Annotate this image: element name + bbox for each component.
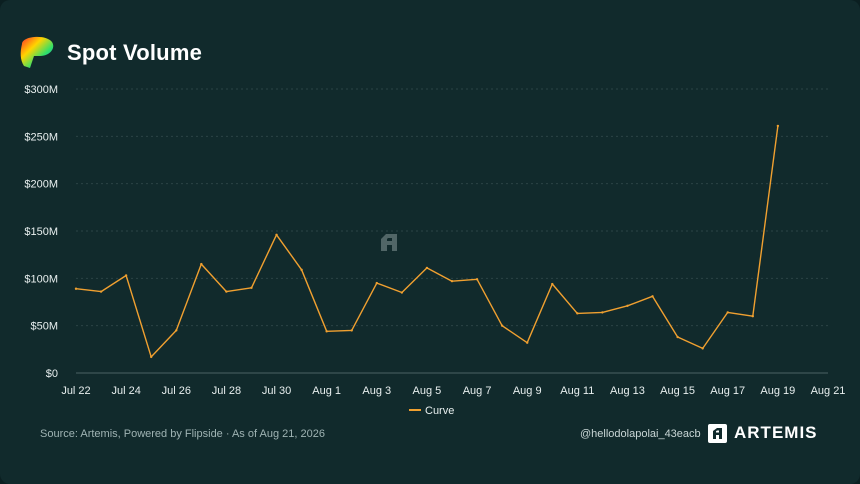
data-point (124, 274, 128, 277)
data-point (500, 324, 504, 327)
x-tick-label: Aug 7 (463, 385, 492, 397)
data-point (225, 290, 228, 293)
user-handle: @hellodolapolai_43eacb (580, 428, 701, 440)
data-point (150, 355, 153, 359)
artemis-watermark-icon (381, 234, 397, 251)
data-point (701, 347, 704, 350)
x-tick-label: Aug 17 (710, 385, 745, 397)
x-tick-label: Aug 11 (560, 385, 594, 397)
data-point (526, 341, 529, 344)
data-point (651, 295, 654, 298)
y-tick-label: $0 (46, 368, 58, 380)
data-point (325, 330, 328, 333)
legend-label: Curve (425, 405, 454, 417)
brand-name: ARTEMIS (734, 423, 818, 442)
x-tick-label: Aug 15 (660, 385, 695, 397)
y-tick-label: $200M (24, 179, 58, 191)
x-tick-label: Jul 30 (262, 385, 291, 397)
y-tick-label: $50M (30, 321, 58, 333)
x-tick-label: Aug 21 (811, 385, 846, 397)
x-tick-label: Jul 24 (111, 385, 140, 397)
data-point (776, 124, 780, 128)
data-point (200, 262, 203, 266)
data-point (175, 329, 178, 332)
y-tick-label: $100M (24, 273, 58, 285)
data-point (475, 278, 479, 281)
x-tick-label: Jul 22 (61, 385, 90, 397)
artemis-logo-icon (708, 423, 727, 443)
data-point (626, 304, 629, 307)
data-point (726, 311, 729, 314)
data-point (275, 233, 278, 236)
curve-logo (16, 32, 56, 72)
data-point (601, 311, 604, 314)
x-tick-label: Jul 28 (212, 385, 241, 397)
y-tick-label: $150M (24, 226, 58, 238)
data-point (676, 335, 679, 339)
x-tick-label: Aug 3 (362, 385, 391, 397)
y-tick-label: $300M (24, 84, 58, 96)
x-tick-label: Aug 13 (610, 385, 645, 397)
data-point (400, 291, 404, 294)
data-point (576, 312, 579, 315)
data-point (99, 290, 103, 293)
data-point (450, 279, 454, 283)
chart-title: Spot Volume (67, 40, 203, 65)
data-point (751, 315, 754, 318)
artemis-brand: ARTEMIS (708, 423, 818, 443)
data-point (350, 329, 353, 332)
series-line-curve (75, 125, 779, 358)
data-point (74, 287, 78, 290)
data-point (300, 268, 303, 272)
data-point (375, 281, 378, 285)
data-point (250, 286, 253, 289)
x-tick-label: Aug 9 (513, 385, 542, 397)
x-tick-label: Aug 1 (312, 385, 341, 397)
data-point (551, 282, 554, 286)
y-tick-label: $250M (24, 131, 58, 143)
x-tick-label: Jul 26 (162, 385, 191, 397)
x-tick-label: Aug 19 (760, 385, 795, 397)
data-point (425, 266, 429, 270)
x-tick-label: Aug 5 (413, 385, 442, 397)
source-note: Source: Artemis, Powered by Flipside · A… (40, 428, 325, 440)
